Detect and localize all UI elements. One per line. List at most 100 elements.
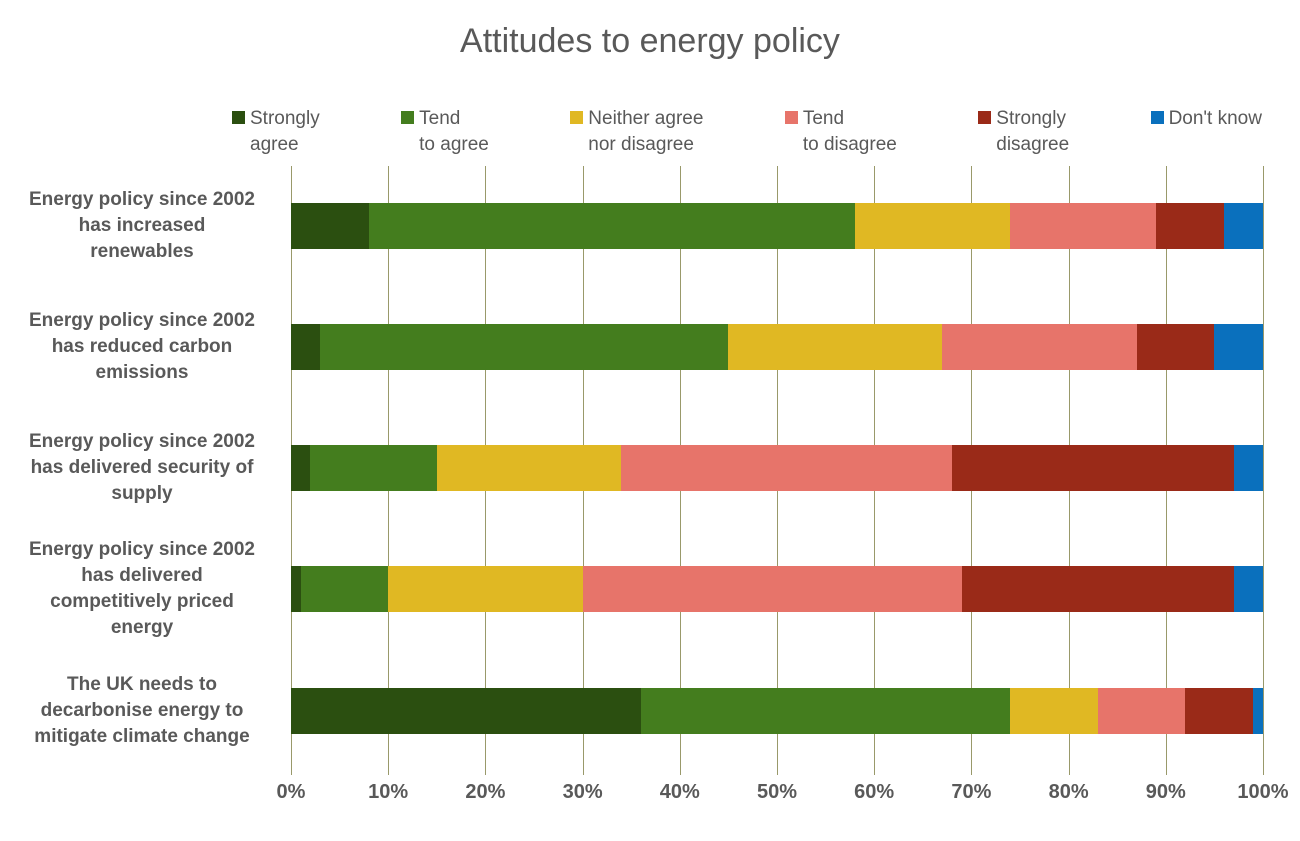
category-label-text: Energy policy since 2002 has delivered se… [29,429,255,507]
bar-segment [621,445,952,491]
category-label-text: Energy policy since 2002 has delivered com… [29,537,255,641]
bar-segment [1156,203,1225,249]
category-label-line: emissions [95,362,189,383]
legend-label-line: Tend [419,108,461,129]
bar-segment [728,324,943,370]
chart-title: Attitudes to energy policy [460,22,840,60]
category-label-line: has reduced carbon [51,336,233,357]
bar-segment [436,445,622,491]
category-label: Energy policy since 2002 has reduced carb… [0,282,284,412]
plot-area [291,166,1264,775]
x-axis-tick-label: 60% [854,781,895,803]
x-axis-tick-label: 90% [1145,781,1186,803]
bar-segment [582,566,962,612]
legend-label-line: Strongly [996,108,1066,129]
legend-swatch-icon [401,111,415,124]
bar-segment [951,445,1234,491]
bar-segment [1010,203,1157,249]
category-label-text: The UK needs to decarbonise energy to miti… [34,672,249,750]
x-axis-tick-label: 70% [951,781,992,803]
bar-segment [1233,566,1263,612]
legend-label-line: Neither agree [588,108,704,129]
bar-segment [1185,688,1254,734]
bar-segment [310,445,437,491]
category-label-line: supply [111,483,173,504]
category-label-line: Energy policy since 2002 [28,310,255,331]
category-label-line: decarbonise energy to [40,700,244,721]
gridline [1263,166,1264,775]
bar-segment [1253,688,1263,734]
legend-label-line: agree [250,134,299,155]
bar-segment [368,203,855,249]
legend-label-line: nor disagree [588,134,694,155]
category-label-line: competitively priced [50,591,234,612]
category-label-line: Energy policy since 2002 [28,539,255,560]
x-axis: 0% 10% 20% 30% 40% 50% 60% 70% 80% 90% 100% [0,781,1300,811]
bar-segment [1136,324,1215,370]
legend-label: Tend to agree [419,106,489,158]
x-axis-tick-label: 100% [1237,781,1289,803]
bar-segment [291,203,369,249]
bar-segment [291,566,301,612]
bar-segment [291,324,321,370]
category-label-line: Energy policy since 2002 [28,189,255,210]
bar-segment [291,688,641,734]
legend-label-line: to disagree [802,134,897,155]
bar-row [291,688,1263,734]
legend: Strongly agree Tend to agree Neither agree no… [232,106,1262,158]
x-axis-tick-label: 40% [659,781,700,803]
legend-label-line: Strongly [250,108,320,129]
category-label: Energy policy since 2002 has increased ren… [0,161,284,291]
legend-swatch-icon [1150,111,1164,124]
legend-label: Neither agree nor disagree [588,106,703,158]
legend-label: Strongly agree [250,106,320,158]
legend-label: Tend to disagree [803,106,897,158]
category-label: Energy policy since 2002 has delivered se… [0,403,284,533]
legend-swatch-icon [784,111,798,124]
x-axis-tick-label: 50% [756,781,798,803]
bar-segment [961,566,1234,612]
category-label: Energy policy since 2002 has delivered com… [0,524,284,654]
legend-item: Don't know [1150,106,1262,158]
bar-segment [300,566,389,612]
legend-label-line: Tend [802,108,845,129]
legend-label-line: disagree [996,134,1070,155]
category-label-line: The UK needs to [67,674,217,695]
legend-swatch-icon [232,111,245,124]
legend-item: Tend to agree [401,106,489,158]
legend-item: Strongly disagree [978,106,1069,158]
category-label-line: mitigate climate change [34,726,250,747]
bar-segment [388,566,583,612]
legend-item: Strongly agree [232,106,320,158]
x-axis-tick-label: 30% [562,781,603,803]
bar-segment [1233,445,1263,491]
category-label-line: energy [110,617,174,638]
x-axis-tick-label: 20% [465,781,506,803]
category-label-line: renewables [90,241,194,262]
bar-segment [1097,688,1186,734]
bar-row [291,324,1263,370]
bar-row [291,445,1263,491]
legend-label: Don't know [1169,106,1262,132]
category-label-line: has increased [78,215,206,236]
bar-segment [1224,203,1263,249]
legend-item: Neither agree nor disagree [570,106,703,158]
bar-segment [291,445,311,491]
legend-swatch-icon [570,111,584,124]
legend-swatch-icon [978,111,992,124]
category-label-line: Energy policy since 2002 [28,431,255,452]
legend-label-line: Don't know [1168,108,1262,129]
bar-segment [640,688,1011,734]
bar-segment [1214,324,1263,370]
bar-row [291,203,1263,249]
bar-segment [320,324,729,370]
category-label-text: Energy policy since 2002 has reduced carb… [29,308,255,386]
x-axis-tick-label: 0% [276,781,306,803]
legend-item: Tend to disagree [784,106,897,158]
category-label-text: Energy policy since 2002 has increased ren… [29,187,255,265]
bar-segment [854,203,1011,249]
bar-segment [1010,688,1098,734]
category-label-line: has delivered security of [30,457,254,478]
bar-row [291,566,1263,612]
